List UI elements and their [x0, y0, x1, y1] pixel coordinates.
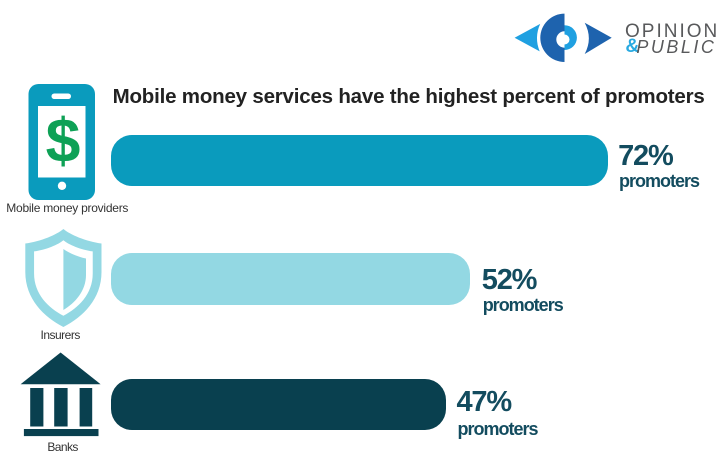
svg-text:$: $ — [46, 106, 81, 176]
